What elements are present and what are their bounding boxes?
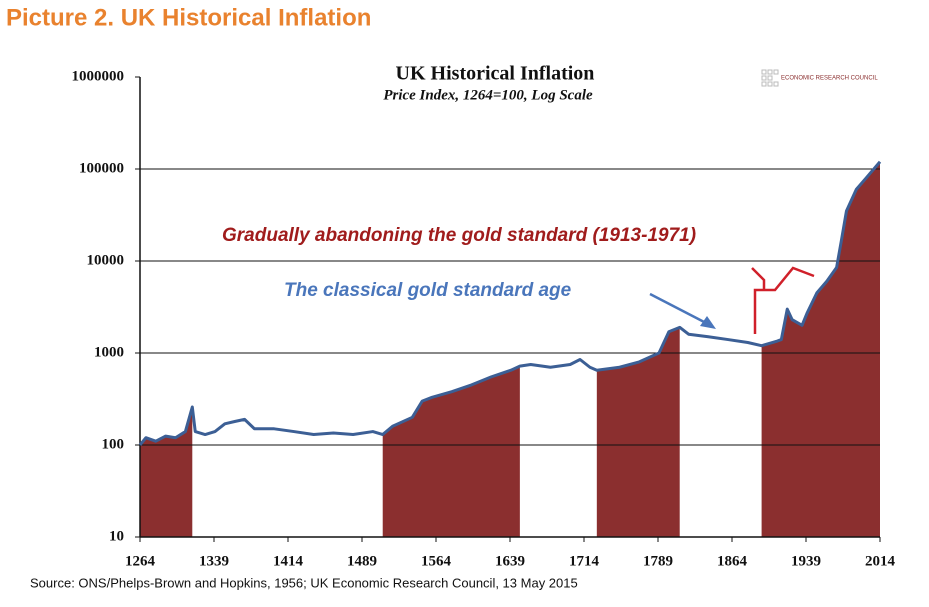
annotation: Gradually abandoning the gold standard (… [222, 225, 696, 246]
chart-subtitle: Price Index, 1264=100, Log Scale [383, 87, 593, 103]
logo-text: ECONOMIC RESEARCH COUNCIL [781, 76, 878, 82]
shaded-area [382, 366, 520, 537]
logo-icon [761, 69, 779, 87]
source: Source: ONS/Phelps-Brown and Hopkins, 19… [30, 575, 578, 590]
y-tick-label: 100000 [79, 160, 124, 176]
annotation: The classical gold standard age [284, 280, 572, 301]
arrow [649, 292, 716, 329]
shaded-area [596, 327, 680, 537]
y-tick-label: 1000000 [72, 68, 125, 84]
x-tick-label: 1489 [347, 553, 377, 569]
y-tick-label: 100 [102, 436, 125, 452]
y-tick-label: 10000 [87, 252, 125, 268]
y-tick-label: 1000 [94, 344, 124, 360]
x-tick-label: 1939 [791, 553, 821, 569]
x-tick-label: 1414 [273, 553, 304, 569]
x-tick-label: 1789 [643, 553, 673, 569]
x-tick-label: 1339 [199, 553, 229, 569]
x-tick-label: 1639 [495, 553, 525, 569]
plot: 10 100 1000 10000 100000 1000000 1264 1339 1414 1… [72, 68, 896, 569]
line [138, 160, 882, 446]
shaded-area [761, 161, 880, 537]
x-tick-label: 1864 [717, 553, 748, 569]
y-tick-label: 10 [109, 528, 124, 544]
x-tick-label: 1564 [421, 553, 452, 569]
chart-title: UK Historical Inflation [396, 63, 595, 85]
x-tick-label: 1264 [125, 553, 156, 569]
heading: Picture 2. UK Historical Inflation [6, 4, 371, 31]
x-tick-label: 2014 [865, 553, 896, 569]
bracket [751, 266, 815, 334]
shaded-area [140, 406, 193, 537]
x-tick-label: 1714 [569, 553, 600, 569]
